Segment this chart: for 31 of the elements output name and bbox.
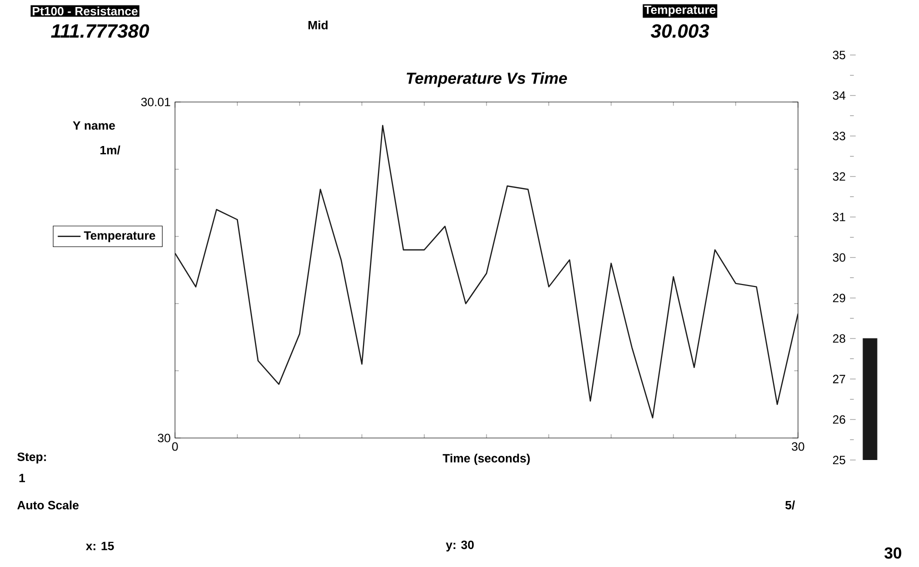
text: 30.003: [650, 24, 710, 38]
legend-label: Temperature: [84, 231, 156, 242]
text: Temperature: [644, 6, 716, 16]
chart-title: Temperature Vs Time: [406, 72, 567, 88]
y-tick-label: 30.01: [141, 98, 170, 106]
x-axis-title: Time (seconds): [442, 454, 530, 465]
text: 1m/: [100, 146, 120, 154]
y-tick-label: 25: [833, 456, 846, 464]
text: 1: [19, 474, 25, 482]
text: Mid: [308, 20, 328, 30]
y-tick-label: 30: [832, 253, 846, 262]
y-tick-label: 26: [833, 415, 846, 424]
y-tick-label: 28: [833, 334, 846, 343]
text: 111.777380: [51, 24, 150, 38]
line-series: [175, 124, 798, 418]
text: Auto Scale: [17, 500, 79, 510]
x-tick-label: 0: [172, 442, 178, 451]
y-tick-label: 34: [832, 91, 846, 100]
y-tick-label: 33: [832, 132, 846, 140]
y-tick-label: 31: [832, 212, 846, 222]
y-axis-title: Y name: [72, 121, 115, 130]
text: Step:: [17, 452, 46, 464]
y-tick-label: 32: [832, 172, 846, 181]
text: x: 15: [86, 542, 114, 550]
text: 5/: [785, 500, 795, 510]
text: y: 30: [446, 540, 474, 552]
text: 30: [884, 547, 902, 559]
text: Pt100 - Resistance: [32, 6, 138, 16]
y-tick-label: 29: [833, 294, 846, 302]
y-tick-label: 35: [832, 50, 846, 60]
y-tick-label: 27: [833, 374, 846, 384]
